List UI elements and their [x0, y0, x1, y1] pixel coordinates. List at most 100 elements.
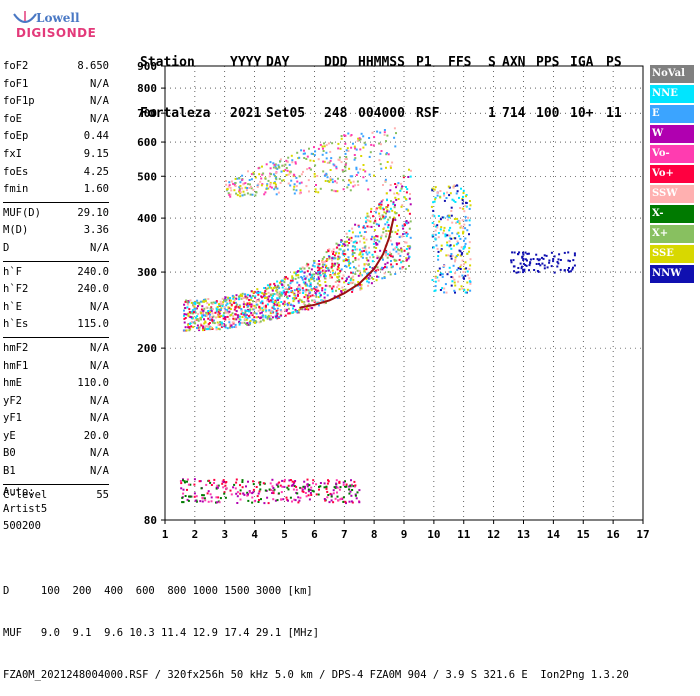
echo-point: [439, 218, 442, 221]
echo-point: [370, 225, 373, 228]
echo-point: [286, 304, 289, 307]
echo-point: [469, 204, 472, 207]
echo-point: [386, 199, 388, 202]
echo-point: [535, 263, 538, 265]
echo-point: [367, 281, 370, 284]
echo-point: [453, 281, 456, 284]
echo-point: [448, 240, 451, 243]
echo-point: [234, 177, 237, 180]
echo-point: [376, 255, 379, 258]
param-value: 9.15: [83, 147, 109, 160]
echo-point: [439, 190, 442, 192]
param-row-hes: h`Es 115.0: [3, 316, 109, 334]
echo-point: [391, 265, 394, 268]
echo-point: [261, 173, 264, 176]
echo-point: [363, 250, 365, 252]
echo-point: [250, 173, 253, 176]
echo-point: [244, 315, 247, 318]
echo-point: [382, 228, 385, 231]
echo-point: [406, 253, 409, 256]
echo-point: [363, 264, 366, 267]
echo-point: [314, 190, 317, 193]
echo-point: [327, 494, 330, 496]
echo-point: [230, 324, 233, 327]
echo-point: [397, 248, 399, 251]
echo-point: [247, 183, 250, 186]
echo-point: [203, 300, 206, 303]
param-row-foe: foE N/A: [3, 111, 109, 129]
echo-point: [321, 287, 324, 290]
echo-point: [368, 137, 371, 139]
param-row-foep: foEp 0.44: [3, 128, 109, 146]
echo-point: [215, 307, 218, 310]
echo-point: [265, 187, 268, 190]
echo-point: [182, 501, 185, 504]
echo-point: [325, 485, 328, 488]
echo-point: [512, 265, 515, 268]
echo-point: [227, 312, 230, 315]
echo-point: [224, 326, 227, 329]
logo-line2: DIGISONDE: [16, 26, 97, 40]
echo-point: [360, 255, 363, 258]
echo-point: [235, 294, 238, 297]
echo-point: [434, 225, 437, 228]
echo-point: [187, 323, 189, 326]
echo-point: [543, 254, 546, 257]
param-value: N/A: [90, 95, 109, 108]
echo-point: [525, 264, 528, 267]
echo-point: [321, 153, 324, 156]
echo-point: [201, 496, 204, 499]
echo-point: [282, 498, 285, 501]
echo-point: [185, 329, 188, 332]
echo-point: [326, 258, 329, 261]
echo-point: [332, 489, 335, 492]
echo-point: [335, 479, 338, 482]
echo-point: [409, 175, 412, 178]
echo-point: [276, 307, 279, 310]
echo-point: [384, 263, 387, 266]
echo-point: [260, 498, 262, 501]
echo-point: [519, 262, 522, 265]
echo-point: [352, 485, 355, 488]
echo-point: [202, 329, 204, 332]
x-tick-label: 17: [636, 528, 649, 541]
echo-point: [209, 311, 212, 313]
echo-point: [279, 182, 282, 184]
echo-point: [246, 309, 249, 312]
echo-point: [248, 179, 251, 181]
echo-point: [462, 192, 465, 194]
echo-point: [382, 231, 385, 234]
echo-point: [323, 260, 326, 263]
param-name: foE: [3, 112, 22, 125]
echo-point: [303, 157, 306, 159]
digisonde-logo: Lowell DIGISONDE: [4, 6, 96, 46]
echo-point: [325, 487, 328, 490]
echo-point: [238, 306, 241, 309]
echo-point: [243, 321, 246, 324]
echo-point: [228, 326, 231, 329]
echo-point: [362, 176, 365, 179]
echo-point: [317, 277, 320, 280]
echo-point: [317, 304, 320, 307]
echo-point: [307, 308, 310, 311]
echo-point: [335, 482, 338, 485]
echo-point: [218, 501, 221, 504]
echo-point: [348, 229, 351, 232]
echo-point: [263, 502, 266, 505]
echo-point: [195, 500, 198, 503]
echo-point: [451, 255, 454, 257]
echo-point: [295, 176, 298, 179]
echo-point: [337, 147, 340, 150]
echo-point: [232, 182, 235, 185]
echo-point: [400, 187, 403, 190]
echo-point: [465, 291, 468, 294]
echo-point: [343, 249, 346, 252]
echo-point: [349, 189, 352, 192]
echo-point: [278, 166, 281, 169]
echo-point: [193, 492, 196, 495]
echo-point: [235, 318, 238, 321]
echo-point: [305, 185, 308, 188]
echo-point: [446, 244, 449, 247]
echo-point: [182, 492, 185, 495]
echo-point: [195, 307, 198, 310]
